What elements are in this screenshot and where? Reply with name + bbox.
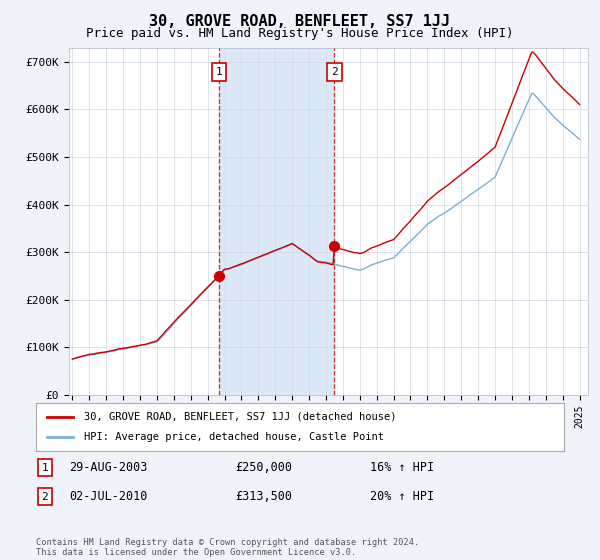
- Bar: [219, 48, 334, 395]
- Text: £250,000: £250,000: [235, 461, 293, 474]
- Text: 16% ↑ HPI: 16% ↑ HPI: [370, 461, 434, 474]
- Text: 30, GROVE ROAD, BENFLEET, SS7 1JJ: 30, GROVE ROAD, BENFLEET, SS7 1JJ: [149, 14, 451, 29]
- Text: HPI: Average price, detached house, Castle Point: HPI: Average price, detached house, Cast…: [83, 432, 383, 442]
- Text: 2: 2: [331, 67, 338, 77]
- Text: £313,500: £313,500: [235, 490, 293, 503]
- Text: Price paid vs. HM Land Registry's House Price Index (HPI): Price paid vs. HM Land Registry's House …: [86, 27, 514, 40]
- Text: 30, GROVE ROAD, BENFLEET, SS7 1JJ (detached house): 30, GROVE ROAD, BENFLEET, SS7 1JJ (detac…: [83, 412, 396, 422]
- Text: Contains HM Land Registry data © Crown copyright and database right 2024.
This d: Contains HM Land Registry data © Crown c…: [36, 538, 419, 557]
- Text: 1: 1: [41, 463, 49, 473]
- Text: 2: 2: [41, 492, 49, 502]
- Text: 1: 1: [215, 67, 222, 77]
- Text: 02-JUL-2010: 02-JUL-2010: [69, 490, 147, 503]
- Text: 29-AUG-2003: 29-AUG-2003: [69, 461, 147, 474]
- Text: 20% ↑ HPI: 20% ↑ HPI: [370, 490, 434, 503]
